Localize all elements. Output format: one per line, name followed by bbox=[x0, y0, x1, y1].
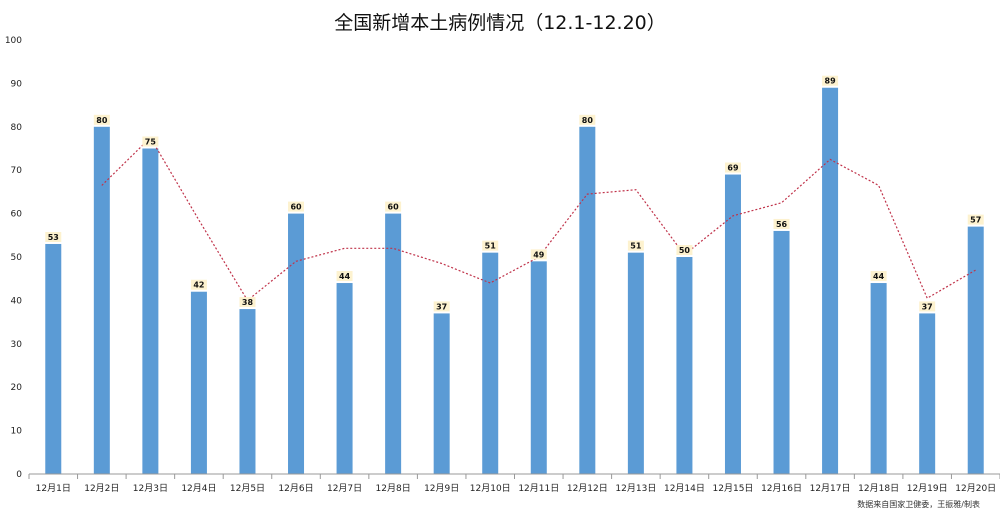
bar bbox=[45, 243, 62, 474]
data-label: 50 bbox=[679, 246, 691, 255]
data-label: 80 bbox=[96, 116, 108, 125]
bar bbox=[142, 148, 159, 474]
data-label: 44 bbox=[873, 272, 885, 281]
data-label: 60 bbox=[388, 203, 400, 212]
data-label-box bbox=[190, 279, 207, 290]
data-label-box bbox=[93, 114, 110, 125]
bar bbox=[627, 252, 644, 474]
x-tick-label: 12月15日 bbox=[713, 483, 754, 494]
data-label-box bbox=[482, 240, 499, 251]
data-label: 57 bbox=[970, 216, 981, 225]
data-label-box bbox=[288, 201, 305, 212]
data-label-box bbox=[239, 297, 256, 308]
bar bbox=[579, 126, 596, 475]
bar bbox=[385, 213, 402, 474]
x-tick-label: 12月9日 bbox=[424, 483, 459, 494]
x-tick-label: 12月17日 bbox=[810, 483, 851, 494]
data-label: 89 bbox=[825, 77, 837, 86]
bar bbox=[822, 87, 839, 475]
x-tick-label: 12月20日 bbox=[955, 483, 996, 494]
data-label: 51 bbox=[630, 242, 642, 251]
x-tick-label: 12月6日 bbox=[278, 483, 313, 494]
x-tick-label: 12月11日 bbox=[518, 483, 559, 494]
bar bbox=[336, 283, 353, 474]
bar bbox=[93, 126, 110, 475]
x-tick-label: 12月18日 bbox=[858, 483, 899, 494]
x-tick-label: 12月7日 bbox=[327, 483, 362, 494]
y-tick-label: 30 bbox=[11, 340, 23, 350]
bar bbox=[239, 309, 256, 474]
data-label: 56 bbox=[776, 220, 788, 229]
bar bbox=[482, 252, 499, 474]
data-label-box bbox=[142, 136, 159, 147]
y-tick-label: 60 bbox=[11, 210, 23, 220]
bar bbox=[190, 291, 207, 474]
data-label-box bbox=[579, 114, 596, 125]
bar bbox=[967, 226, 984, 474]
data-label-box bbox=[967, 214, 984, 225]
data-label: 42 bbox=[193, 281, 204, 290]
x-tick-label: 12月14日 bbox=[664, 483, 705, 494]
bar bbox=[870, 283, 887, 474]
bar bbox=[288, 213, 305, 474]
y-tick-label: 100 bbox=[5, 36, 22, 46]
x-tick-label: 12月5日 bbox=[230, 483, 265, 494]
data-label-box bbox=[530, 249, 547, 260]
data-label-box bbox=[433, 301, 450, 312]
chart-title: 全国新增本土病例情况（12.1-12.20） bbox=[334, 12, 666, 34]
bar bbox=[676, 257, 693, 474]
data-label: 49 bbox=[533, 250, 545, 259]
y-tick-label: 70 bbox=[11, 166, 23, 176]
data-label-box bbox=[336, 271, 353, 282]
bar bbox=[530, 261, 547, 474]
bar bbox=[773, 230, 790, 474]
data-label: 38 bbox=[242, 298, 254, 307]
bar bbox=[433, 313, 450, 474]
data-label: 51 bbox=[485, 242, 497, 251]
data-label-box bbox=[45, 231, 62, 242]
data-label: 75 bbox=[145, 138, 157, 147]
data-label-box bbox=[724, 162, 741, 173]
data-label: 37 bbox=[922, 302, 933, 311]
data-label-box bbox=[822, 75, 839, 86]
y-tick-label: 90 bbox=[11, 79, 23, 89]
y-tick-label: 50 bbox=[11, 253, 23, 263]
x-tick-label: 12月10日 bbox=[470, 483, 511, 494]
y-tick-label: 80 bbox=[11, 123, 23, 133]
y-tick-label: 20 bbox=[11, 383, 23, 393]
data-label-box bbox=[870, 271, 887, 282]
source-note: 数据来自国家卫健委，王振雅/制表 bbox=[857, 500, 980, 509]
data-label-box bbox=[919, 301, 936, 312]
x-tick-label: 12月1日 bbox=[36, 483, 71, 494]
y-tick-label: 0 bbox=[16, 470, 22, 480]
x-tick-label: 12月2日 bbox=[84, 483, 119, 494]
x-tick-label: 12月4日 bbox=[181, 483, 216, 494]
bar bbox=[919, 313, 936, 474]
y-tick-label: 10 bbox=[11, 427, 23, 437]
data-label-box bbox=[676, 245, 693, 255]
data-label: 60 bbox=[290, 203, 302, 212]
data-label-box bbox=[385, 201, 402, 212]
x-tick-label: 12月13日 bbox=[615, 483, 656, 494]
x-tick-label: 12月12日 bbox=[567, 483, 608, 494]
data-label-box bbox=[773, 218, 790, 229]
x-tick-label: 12月16日 bbox=[761, 483, 802, 494]
x-tick-label: 12月8日 bbox=[376, 483, 411, 494]
y-tick-label: 40 bbox=[11, 296, 23, 306]
x-tick-label: 12月3日 bbox=[133, 483, 168, 494]
data-label-box bbox=[627, 240, 644, 251]
data-label: 53 bbox=[48, 233, 59, 242]
data-label: 69 bbox=[727, 164, 739, 173]
data-label: 80 bbox=[582, 116, 594, 125]
x-tick-label: 12月19日 bbox=[907, 483, 948, 494]
bar bbox=[724, 174, 741, 475]
data-label: 37 bbox=[436, 302, 447, 311]
data-label: 44 bbox=[339, 272, 351, 281]
